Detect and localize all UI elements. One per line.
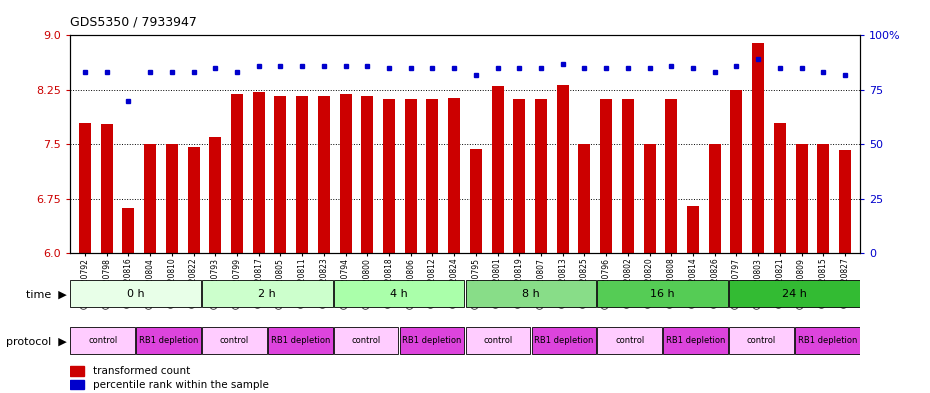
Bar: [209, 137, 221, 253]
Bar: [466, 327, 530, 354]
Bar: [144, 144, 156, 253]
Bar: [687, 206, 699, 253]
Bar: [578, 144, 591, 253]
Bar: [339, 94, 352, 253]
Text: RB1 depletion: RB1 depletion: [666, 336, 725, 345]
Bar: [231, 94, 243, 253]
Bar: [795, 327, 859, 354]
Text: 4 h: 4 h: [391, 289, 408, 299]
Bar: [557, 85, 569, 253]
Bar: [470, 149, 482, 253]
Bar: [597, 327, 662, 354]
Text: percentile rank within the sample: percentile rank within the sample: [93, 380, 270, 389]
Text: 24 h: 24 h: [782, 289, 807, 299]
Text: protocol  ▶: protocol ▶: [7, 337, 67, 347]
Bar: [100, 124, 113, 253]
Bar: [268, 327, 333, 354]
Bar: [597, 280, 728, 307]
Bar: [492, 86, 503, 253]
Bar: [334, 327, 398, 354]
Bar: [817, 144, 830, 253]
Text: RB1 depletion: RB1 depletion: [534, 336, 593, 345]
Bar: [166, 144, 178, 253]
Bar: [137, 327, 201, 354]
Bar: [532, 327, 596, 354]
Bar: [318, 96, 330, 253]
Bar: [729, 280, 859, 307]
Text: control: control: [352, 336, 380, 345]
Bar: [752, 42, 764, 253]
Text: transformed count: transformed count: [93, 366, 191, 376]
Text: control: control: [484, 336, 512, 345]
Text: 8 h: 8 h: [522, 289, 539, 299]
Bar: [334, 280, 464, 307]
Bar: [729, 327, 793, 354]
Bar: [70, 380, 84, 389]
Text: RB1 depletion: RB1 depletion: [139, 336, 198, 345]
Bar: [70, 366, 84, 376]
Text: control: control: [615, 336, 644, 345]
Bar: [427, 99, 438, 253]
Bar: [774, 123, 786, 253]
Bar: [383, 99, 395, 253]
Bar: [709, 144, 721, 253]
Bar: [361, 96, 373, 253]
Bar: [644, 144, 656, 253]
Bar: [296, 96, 308, 253]
Bar: [665, 99, 677, 253]
Text: GDS5350 / 7933947: GDS5350 / 7933947: [70, 16, 196, 29]
Bar: [79, 123, 91, 253]
Text: RB1 depletion: RB1 depletion: [271, 336, 330, 345]
Bar: [600, 99, 612, 253]
Bar: [274, 96, 286, 253]
Bar: [663, 327, 728, 354]
Bar: [123, 208, 134, 253]
Bar: [253, 92, 265, 253]
Text: control: control: [747, 336, 776, 345]
Bar: [202, 280, 333, 307]
Bar: [188, 147, 200, 253]
Bar: [535, 99, 547, 253]
Bar: [400, 327, 464, 354]
Bar: [405, 99, 417, 253]
Text: RB1 depletion: RB1 depletion: [403, 336, 462, 345]
Text: control: control: [88, 336, 117, 345]
Bar: [513, 99, 525, 253]
Text: 0 h: 0 h: [126, 289, 144, 299]
Bar: [839, 150, 851, 253]
Bar: [796, 144, 807, 253]
Text: RB1 depletion: RB1 depletion: [798, 336, 857, 345]
Text: control: control: [219, 336, 249, 345]
Text: 16 h: 16 h: [650, 289, 675, 299]
Bar: [71, 327, 135, 354]
Bar: [622, 99, 634, 253]
Bar: [448, 98, 460, 253]
Text: time  ▶: time ▶: [26, 290, 67, 300]
Bar: [71, 280, 201, 307]
Bar: [730, 90, 742, 253]
Text: 2 h: 2 h: [259, 289, 276, 299]
Bar: [466, 280, 596, 307]
Bar: [202, 327, 267, 354]
